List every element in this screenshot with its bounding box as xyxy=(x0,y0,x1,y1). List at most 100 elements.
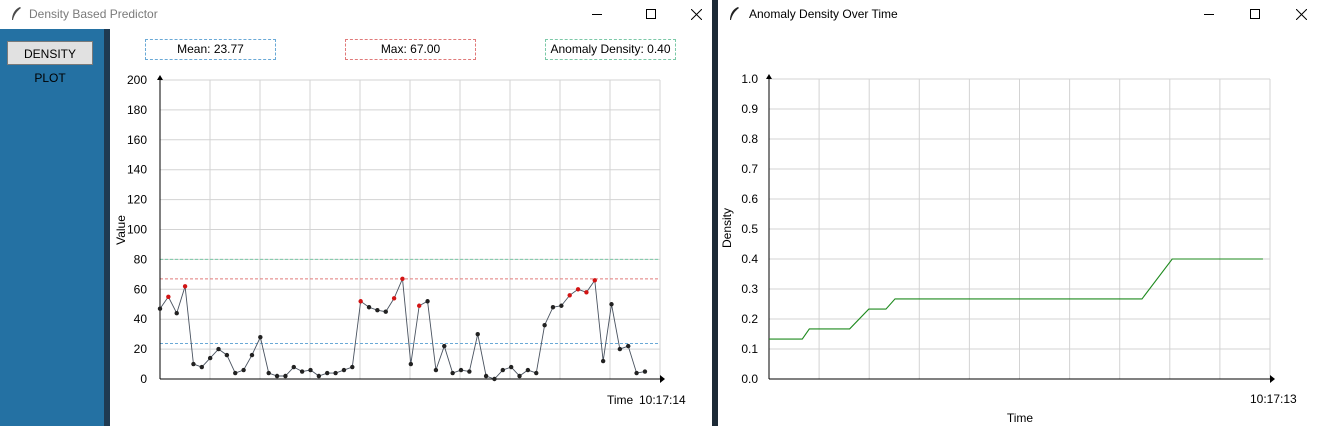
anomaly-point xyxy=(584,290,589,295)
data-point xyxy=(408,361,414,367)
y-tick-label: 0.1 xyxy=(741,342,758,356)
data-point xyxy=(224,352,230,358)
data-point xyxy=(249,352,255,358)
y-tick-label: 40 xyxy=(134,312,148,326)
mean-stat: Mean: 23.77 xyxy=(145,39,276,60)
y-tick-label: 0.3 xyxy=(741,282,758,296)
data-point xyxy=(216,346,221,352)
y-tick-label: 0.2 xyxy=(741,312,758,326)
y-tick-label: 1.0 xyxy=(741,72,758,86)
data-point xyxy=(550,305,556,310)
anomaly-point xyxy=(575,287,581,292)
title-bar[interactable]: Density Based Predictor xyxy=(0,0,712,29)
data-point xyxy=(492,376,497,382)
data-point xyxy=(433,367,439,373)
x-axis-label: Time xyxy=(1007,411,1034,425)
y-tick-label: 0.4 xyxy=(741,252,758,266)
y-tick-label: 0.5 xyxy=(741,222,758,236)
anomaly-point xyxy=(182,284,188,289)
value-series-line xyxy=(159,278,646,380)
density-chart: 0.0 0.1 0.2 0.3 0.4 0.5 0.6 0.7 0.8 0.9 1.0 Density… xyxy=(720,72,1297,425)
anomaly-density-window: Anomaly Density Over Time 0.0 0.1 0.2 0.3 0.… xyxy=(718,0,1322,426)
y-tick-label: 200 xyxy=(127,73,147,87)
x-axis-label: Time xyxy=(607,393,634,407)
y-tick-label: 120 xyxy=(127,193,147,207)
data-point xyxy=(467,369,472,374)
data-point xyxy=(266,370,271,376)
data-point xyxy=(442,343,447,349)
density-series-line xyxy=(769,258,1263,340)
data-point xyxy=(308,367,313,373)
close-icon xyxy=(691,9,702,20)
data-point xyxy=(609,302,614,307)
anomaly-density-stat: Anomaly Density: 0.40 xyxy=(545,39,676,60)
close-button[interactable] xyxy=(1278,0,1322,29)
minimize-button[interactable] xyxy=(1186,0,1232,29)
data-point xyxy=(458,367,464,373)
data-point xyxy=(450,370,455,376)
data-point xyxy=(634,370,639,376)
y-tick-label: 20 xyxy=(134,342,148,356)
y-axis-arrow xyxy=(766,74,772,79)
data-point xyxy=(600,358,606,364)
y-tick-label: 60 xyxy=(134,282,148,296)
data-point xyxy=(299,369,305,374)
feather-icon xyxy=(730,7,739,20)
minimize-icon xyxy=(592,14,602,15)
y-tick-label: 0.6 xyxy=(741,192,758,206)
close-button[interactable] xyxy=(673,0,712,29)
title-bar[interactable]: Anomaly Density Over Time xyxy=(718,0,1322,29)
y-axis-arrow xyxy=(157,75,163,80)
y-tick-label: 0.9 xyxy=(741,102,758,116)
y-tick-label: 100 xyxy=(127,223,147,237)
data-point xyxy=(258,334,263,340)
data-point xyxy=(207,355,213,361)
data-point xyxy=(333,370,338,376)
data-point xyxy=(291,364,296,370)
density-predictor-window: Density Based Predictor DENSITY PLOT Mea… xyxy=(0,0,712,426)
y-axis-label: Value xyxy=(114,215,128,245)
y-tick-label: 0 xyxy=(140,372,147,386)
y-tick-label: 0.7 xyxy=(741,162,758,176)
data-point xyxy=(559,303,564,308)
grid xyxy=(160,79,661,379)
anomaly-point xyxy=(592,278,597,283)
data-point xyxy=(199,364,205,370)
data-point xyxy=(366,305,372,310)
data-point xyxy=(475,331,480,337)
max-stat: Max: 67.00 xyxy=(345,39,476,60)
sidebar-divider xyxy=(104,29,110,426)
feather-icon xyxy=(12,7,21,20)
maximize-button[interactable] xyxy=(628,0,674,29)
grid xyxy=(769,78,1271,379)
data-point xyxy=(517,373,522,379)
x-time-label: 10:17:13 xyxy=(1250,392,1297,406)
data-point xyxy=(534,370,539,376)
minimize-icon xyxy=(1204,14,1214,15)
data-point xyxy=(425,299,430,304)
close-icon xyxy=(1296,9,1307,20)
anomaly-point xyxy=(400,276,405,282)
data-point xyxy=(383,309,388,314)
data-point xyxy=(274,373,280,379)
y-tick-label: 160 xyxy=(127,133,147,147)
data-point xyxy=(157,306,163,311)
data-point xyxy=(525,367,531,373)
density-plot-button[interactable]: DENSITY PLOT xyxy=(7,41,93,85)
maximize-icon xyxy=(1250,9,1260,19)
window-title: Anomaly Density Over Time xyxy=(749,7,898,21)
anomaly-point xyxy=(358,299,363,304)
maximize-button[interactable] xyxy=(1232,0,1278,29)
value-chart: 0 20 40 60 80 100 120 140 160 180 200 Value Time 10:1… xyxy=(114,73,686,407)
y-tick-label: 0.0 xyxy=(741,372,758,386)
data-point xyxy=(191,361,196,367)
y-tick-label: 0.8 xyxy=(741,132,758,146)
data-point xyxy=(316,373,322,379)
anomaly-point xyxy=(391,296,397,301)
minimize-button[interactable] xyxy=(574,0,620,29)
anomaly-point xyxy=(166,294,171,299)
data-point xyxy=(350,364,355,370)
sidebar xyxy=(0,29,104,426)
maximize-icon xyxy=(646,9,656,19)
x-axis-arrow xyxy=(1270,375,1275,383)
